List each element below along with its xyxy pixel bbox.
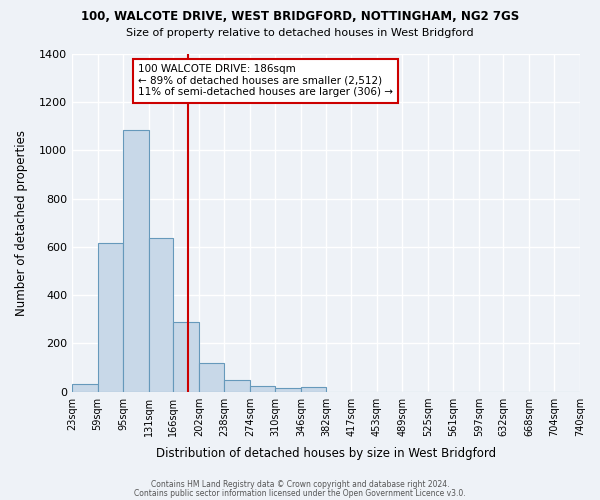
Text: Size of property relative to detached houses in West Bridgford: Size of property relative to detached ho… bbox=[126, 28, 474, 38]
Bar bbox=[98, 244, 123, 392]
X-axis label: Distribution of detached houses by size in West Bridgford: Distribution of detached houses by size … bbox=[156, 447, 496, 460]
Text: 100, WALCOTE DRIVE, WEST BRIDGFORD, NOTTINGHAM, NG2 7GS: 100, WALCOTE DRIVE, WEST BRIDGFORD, NOTT… bbox=[81, 10, 519, 23]
Bar bbox=[173, 322, 199, 392]
Text: Contains public sector information licensed under the Open Government Licence v3: Contains public sector information licen… bbox=[134, 488, 466, 498]
Bar bbox=[301, 386, 326, 392]
Text: Contains HM Land Registry data © Crown copyright and database right 2024.: Contains HM Land Registry data © Crown c… bbox=[151, 480, 449, 489]
Text: 100 WALCOTE DRIVE: 186sqm
← 89% of detached houses are smaller (2,512)
11% of se: 100 WALCOTE DRIVE: 186sqm ← 89% of detac… bbox=[138, 64, 393, 98]
Y-axis label: Number of detached properties: Number of detached properties bbox=[15, 130, 28, 316]
Bar bbox=[250, 386, 275, 392]
Bar bbox=[149, 238, 173, 392]
Bar bbox=[123, 130, 149, 392]
Bar bbox=[72, 384, 98, 392]
Bar bbox=[224, 380, 250, 392]
Bar bbox=[275, 388, 301, 392]
Bar bbox=[199, 362, 224, 392]
